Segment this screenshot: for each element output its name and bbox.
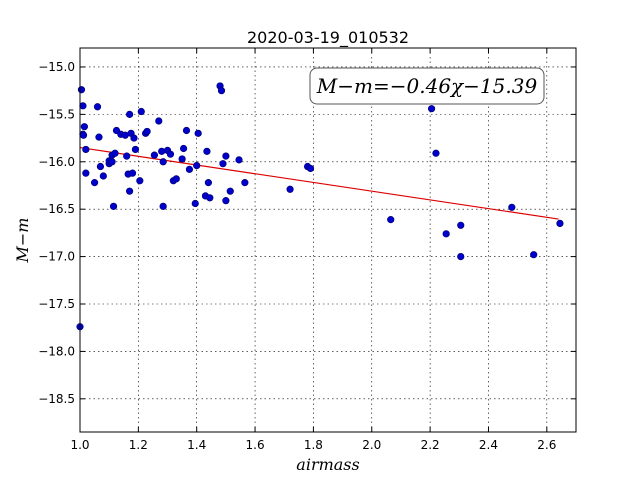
x-tick-label: 1.0 (70, 438, 89, 452)
data-point (137, 107, 145, 116)
y-tick-label: −18.5 (38, 392, 75, 406)
fit-equation: M−m=−0.46χ−15.39 (316, 74, 538, 98)
data-point (128, 169, 137, 177)
data-point (166, 150, 175, 158)
data-point (182, 126, 191, 135)
data-point (222, 197, 230, 205)
data-point (178, 155, 186, 163)
x-tick-label: 1.8 (304, 438, 323, 452)
x-tick-labels: 1.0 1.2 1.4 1.6 1.8 2.0 2.2 2.4 2.6 (70, 438, 556, 452)
fit-line (79, 146, 559, 220)
data-point (155, 117, 163, 125)
data-point (556, 219, 564, 228)
data-point (99, 172, 107, 180)
data-point (159, 202, 167, 210)
x-tick-label: 1.2 (129, 438, 148, 452)
x-tick-label: 2.2 (421, 438, 440, 452)
plot-frame (79, 47, 577, 433)
y-tick-label: −15.0 (38, 60, 75, 74)
data-point (131, 145, 140, 154)
fit-line-group (79, 146, 559, 220)
data-point (126, 187, 134, 195)
chart-title: 2020-03-19_010532 (247, 28, 409, 48)
data-point (442, 230, 450, 238)
data-point (79, 102, 87, 110)
y-tick-label: −17.0 (38, 250, 75, 264)
data-point (194, 129, 202, 137)
data-point (191, 199, 199, 208)
x-axis-label: airmass (296, 455, 359, 474)
data-point (217, 87, 226, 95)
data-point (111, 149, 119, 157)
data-point (93, 103, 102, 111)
data-point (82, 169, 90, 177)
data-point (90, 179, 99, 187)
data-point (143, 127, 151, 136)
data-point (80, 123, 88, 131)
data-point (387, 216, 395, 224)
data-point (530, 251, 538, 259)
data-point (235, 156, 243, 164)
data-point (159, 158, 167, 166)
y-tick-label: −16.0 (38, 155, 75, 169)
data-point (109, 202, 118, 210)
data-point (508, 203, 516, 211)
x-tick-label: 2.6 (537, 438, 556, 452)
x-tick-label: 2.0 (362, 438, 381, 452)
y-tick-label: −17.5 (38, 297, 75, 311)
y-tick-labels: −15.0 −15.5 −16.0 −16.5 −17.0 −17.5 −18.0 −18.5 (38, 60, 75, 406)
data-point (206, 194, 214, 202)
data-point (286, 185, 294, 193)
y-axis-label: M−m (13, 218, 32, 264)
data-point (130, 134, 138, 142)
data-point (427, 105, 436, 113)
data-point (82, 145, 90, 154)
data-point (306, 164, 315, 173)
x-tick-label: 1.4 (187, 438, 206, 452)
data-point (108, 158, 116, 166)
data-point (204, 179, 212, 187)
x-tick-label: 2.4 (479, 438, 498, 452)
plot-area (80, 48, 576, 432)
data-point (96, 162, 105, 171)
data-point (457, 221, 465, 229)
data-point (203, 147, 211, 155)
x-tick-label: 1.6 (246, 438, 265, 452)
data-point (95, 133, 103, 141)
fit-equation-box: M−m=−0.46χ−15.39 (309, 67, 545, 105)
y-tick-label: −15.5 (38, 107, 75, 121)
annotation-frame (309, 67, 545, 105)
data-point (158, 147, 166, 155)
y-tick-label: −16.5 (38, 202, 75, 216)
data-point (179, 144, 188, 153)
data-point (226, 187, 234, 195)
data-point (79, 131, 88, 139)
data-point (241, 179, 249, 187)
data-point (457, 252, 465, 261)
y-tick-label: −18.0 (38, 344, 75, 358)
data-point (126, 110, 134, 118)
grid-lines (79, 48, 576, 432)
data-points (76, 82, 564, 331)
data-point (222, 152, 230, 160)
data-point (123, 152, 131, 160)
data-point (150, 151, 158, 159)
data-point (219, 160, 227, 168)
data-point (77, 86, 86, 94)
data-point (432, 149, 440, 157)
data-point (193, 161, 201, 170)
axis-ticks (79, 48, 576, 432)
data-point (185, 165, 194, 173)
data-point (172, 175, 180, 183)
data-point (136, 177, 144, 185)
